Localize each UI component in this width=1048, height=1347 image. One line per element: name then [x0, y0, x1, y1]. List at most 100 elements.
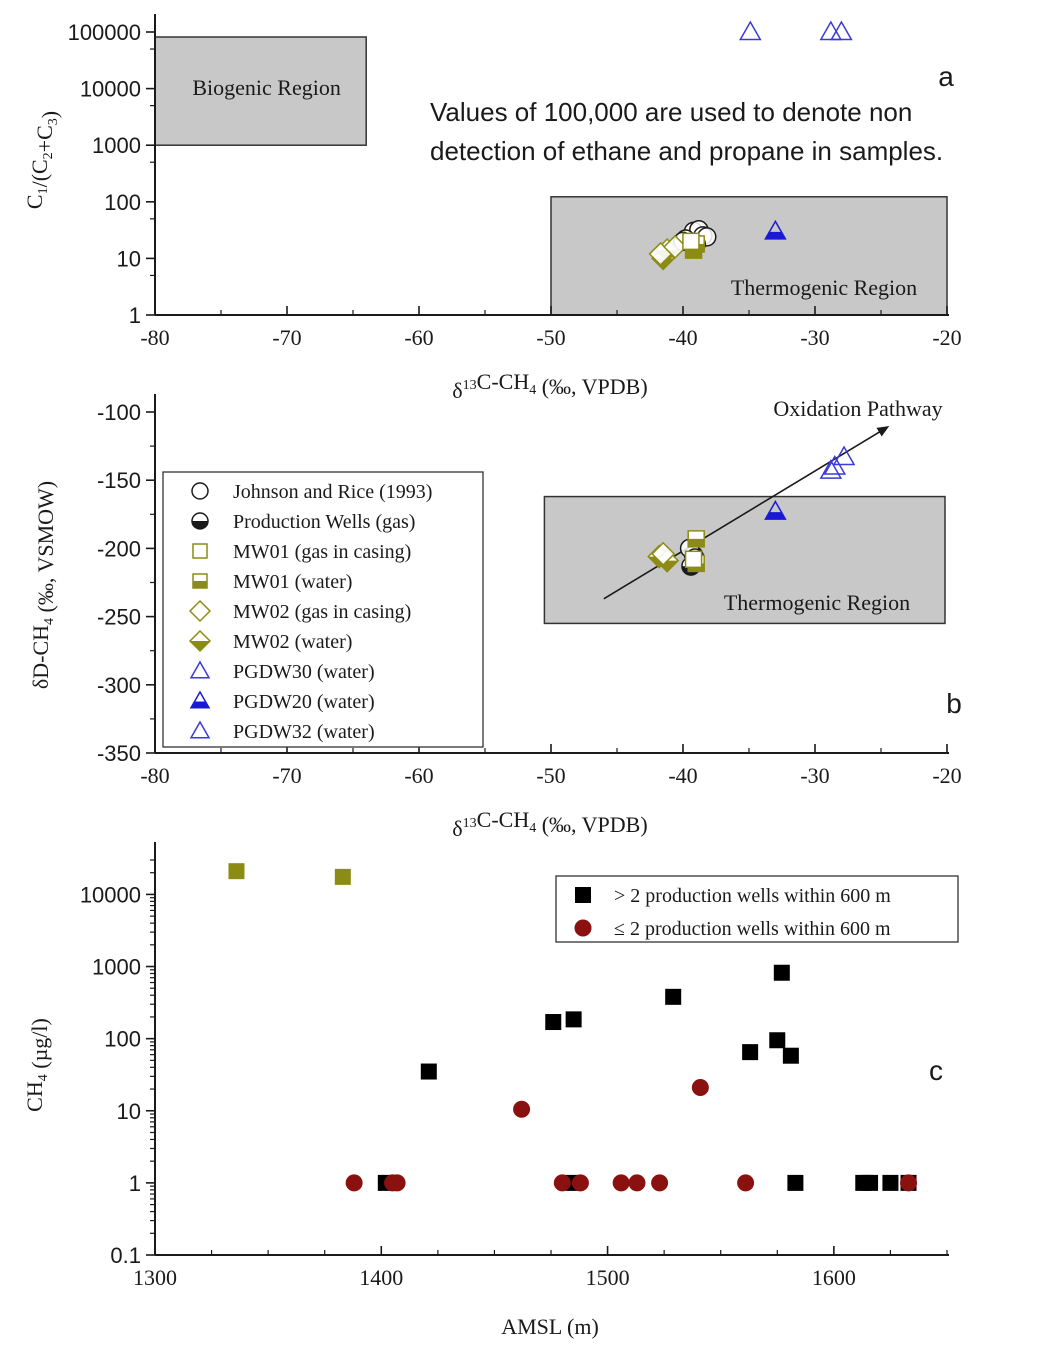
circle-marker	[691, 1079, 709, 1097]
label-part: 4	[42, 618, 57, 625]
panel-c-y-axis-label: CH4 (µg/l)	[22, 1018, 52, 1112]
panel-b-y-axis-label: δD-CH4 (‰, VSMOW)	[28, 481, 58, 689]
panel-a-letter: a	[938, 61, 954, 92]
oxidation-pathway-label: Oxidation Pathway	[773, 396, 942, 421]
panel-b-letter: b	[946, 688, 962, 719]
panel-a: Biogenic Region Thermogenic Region -80 -7…	[22, 14, 962, 403]
panel-c: 1300 1400 1500 1600 10000 1000 100 10 1 0.1 > 2 p…	[22, 842, 959, 1339]
triangle-marker	[830, 20, 853, 41]
x-tick-label: -70	[272, 763, 301, 788]
x-tick-label: -30	[800, 325, 829, 350]
panel-c-marks	[228, 863, 918, 1192]
label-part: δ	[452, 816, 462, 841]
y-tick-label: 1	[129, 303, 141, 328]
square-marker	[192, 543, 208, 559]
triangle-marker	[823, 455, 847, 475]
triangle-marker	[739, 20, 762, 41]
circle-marker	[574, 919, 592, 937]
triangle-marker-fill	[765, 231, 786, 239]
y-tick-label: 10	[117, 246, 141, 271]
thermogenic-region-label: Thermogenic Region	[731, 275, 917, 300]
legend-label: MW01 (gas in casing)	[233, 541, 411, 563]
x-tick-label: 1600	[812, 1265, 856, 1290]
label-part: /(C	[27, 159, 52, 187]
thermogenic-region-label: Thermogenic Region	[724, 590, 910, 615]
circle-marker	[651, 1174, 669, 1192]
label-part: C	[22, 194, 47, 209]
square-marker	[787, 1174, 804, 1191]
x-tick-label: -40	[668, 325, 697, 350]
square-marker	[862, 1174, 879, 1191]
y-tick-label: 100	[104, 1027, 141, 1052]
label-part: 4	[36, 1074, 51, 1081]
y-tick-label: -100	[97, 400, 141, 425]
circle-marker	[191, 482, 209, 500]
legend-label: Production Wells (gas)	[233, 511, 415, 533]
panel-b: Thermogenic Region Oxidation Pathway -80…	[28, 394, 962, 841]
x-tick-label: -60	[404, 325, 433, 350]
label-part: AMSL (m)	[501, 1314, 599, 1339]
triangle-marker-fill	[765, 512, 786, 520]
legend-label: MW02 (gas in casing)	[233, 601, 411, 623]
thermogenic-region-box	[550, 196, 948, 316]
square-marker	[782, 1047, 799, 1064]
circle-marker	[612, 1174, 630, 1192]
y-tick-label: 100000	[68, 20, 141, 45]
x-tick-label: -20	[932, 325, 961, 350]
square-marker	[420, 1063, 437, 1080]
y-tick-label: 10	[117, 1099, 141, 1124]
biogenic-region-box	[154, 36, 367, 146]
square-marker	[665, 988, 682, 1005]
panel-a-axes: -80 -70 -60 -50 -40 -30 -20 100000 10000 1000 100 1…	[68, 14, 962, 350]
label-part: CH	[22, 1081, 47, 1112]
note-line-1: Values of 100,000 are used to denote non	[430, 97, 912, 127]
label-part: δ	[452, 378, 462, 403]
panel-c-x-axis-label: AMSL (m)	[501, 1314, 599, 1339]
x-tick-label: -50	[536, 763, 565, 788]
label-part: +C	[32, 125, 57, 152]
circle-marker	[388, 1174, 406, 1192]
y-tick-label: -150	[97, 468, 141, 493]
triangle-marker	[819, 20, 843, 41]
label-part: )	[37, 111, 62, 118]
x-tick-label: -20	[932, 763, 961, 788]
non-detection-note: Values of 100,000 are used to denote non…	[430, 97, 943, 166]
thermogenic-region-box	[543, 495, 946, 625]
circle-marker	[345, 1174, 363, 1192]
x-tick-label: 1300	[133, 1265, 177, 1290]
y-tick-label: 10000	[80, 882, 141, 907]
label-part: 2	[41, 152, 56, 159]
legend-label: PGDW30 (water)	[233, 661, 375, 683]
x-tick-label: -40	[668, 763, 697, 788]
legend-label: PGDW32 (water)	[233, 721, 375, 743]
panel-a-marks	[648, 20, 853, 271]
triangle-marker	[189, 660, 211, 679]
triangle-marker	[832, 445, 856, 466]
y-tick-label: -250	[97, 605, 141, 630]
square-marker-fill	[688, 538, 705, 547]
y-tick-label: 100	[104, 190, 141, 215]
square-marker	[773, 964, 790, 981]
circle-marker	[737, 1174, 755, 1192]
label-part: 4	[529, 383, 536, 398]
circle-marker	[571, 1174, 589, 1192]
square-marker-fill	[193, 581, 207, 588]
panel-b-legend: Johnson and Rice (1993) Production Wells …	[162, 471, 484, 748]
panel-c-letter: c	[929, 1055, 943, 1086]
oxidation-pathway-arrow	[603, 425, 890, 600]
y-tick-label: 10000	[80, 77, 141, 102]
x-tick-label: -30	[800, 763, 829, 788]
legend-label: MW01 (water)	[233, 571, 352, 593]
diamond-marker	[188, 599, 212, 623]
y-tick-label: -350	[97, 741, 141, 766]
legend-label: PGDW20 (water)	[233, 691, 375, 713]
diamond-marker-fill	[190, 641, 210, 651]
legend-label: > 2 production wells within 600 m	[614, 885, 891, 907]
triangle-marker-fill	[191, 701, 209, 708]
y-tick-label: 1000	[92, 133, 141, 158]
panel-b-marks	[647, 445, 856, 576]
panel-b-x-axis-label: δ13C-CH4 (‰, VPDB)	[452, 807, 647, 841]
square-marker	[742, 1044, 759, 1061]
note-line-2: detection of ethane and propane in sampl…	[430, 136, 943, 166]
